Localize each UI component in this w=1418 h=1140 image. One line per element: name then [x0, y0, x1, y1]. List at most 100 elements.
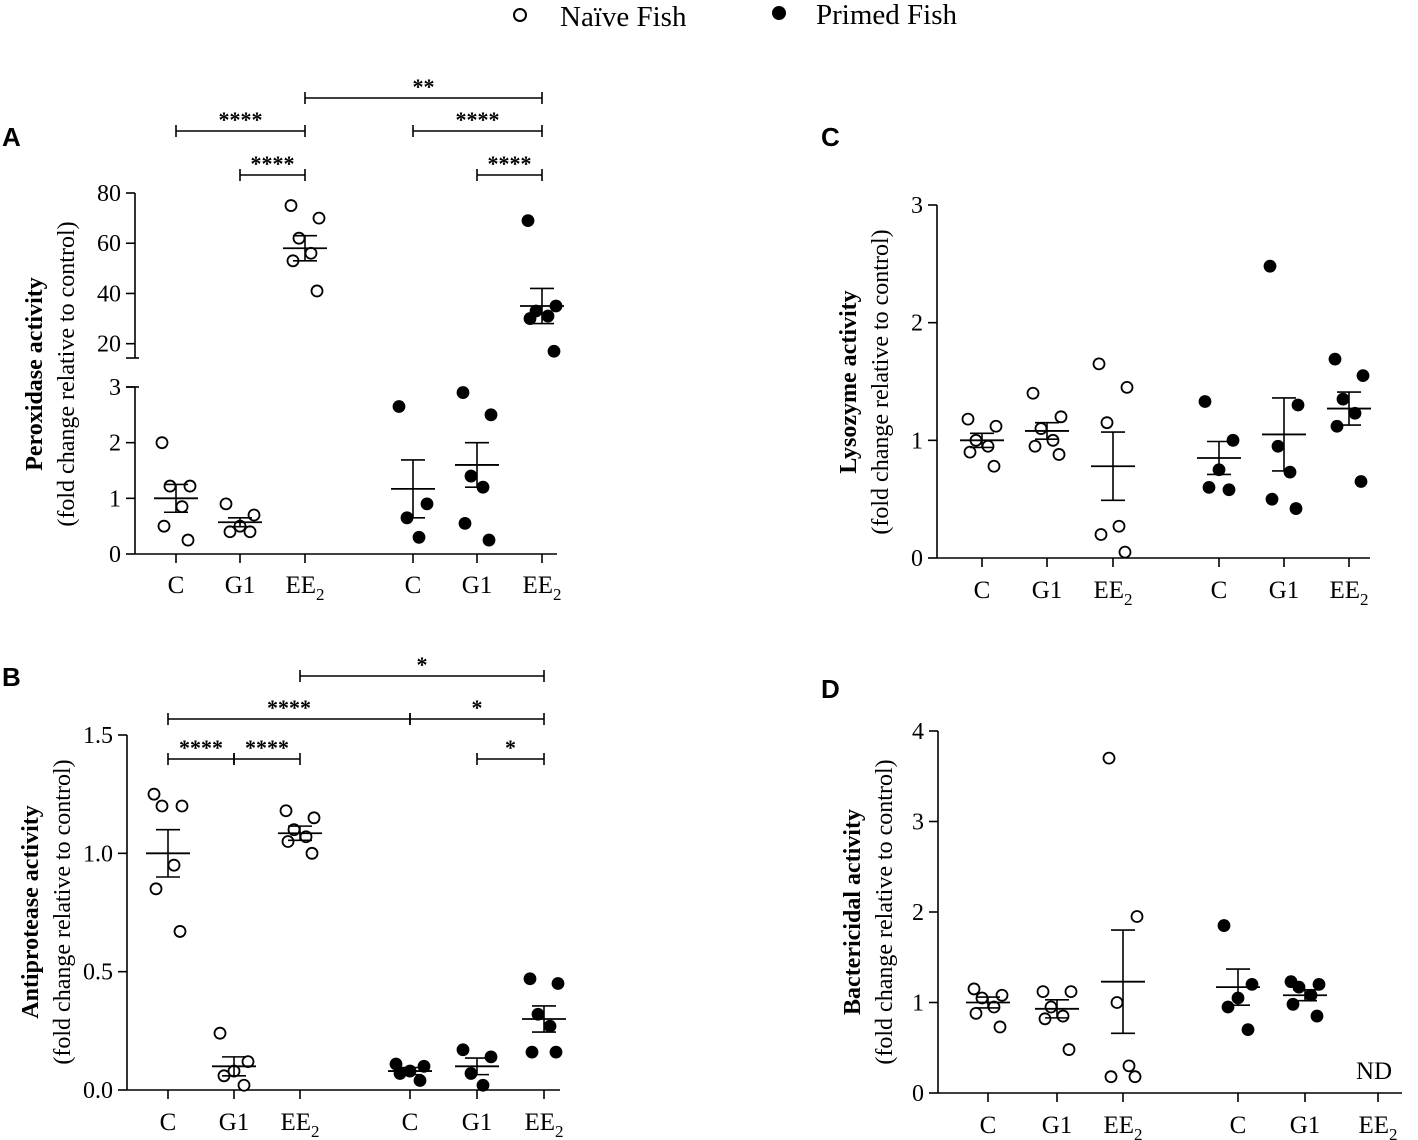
- data-point: [456, 386, 470, 399]
- data-point: [1054, 410, 1068, 424]
- x-tick-label: G1: [1042, 1112, 1073, 1139]
- data-point: [1310, 1009, 1324, 1023]
- data-point: [1052, 448, 1066, 461]
- y-axis-subtitle: (fold change relative to control): [50, 759, 76, 1064]
- data-point: [981, 439, 995, 453]
- y-axis-title: Peroxidase activity: [22, 277, 48, 471]
- data-point: [1056, 1009, 1070, 1023]
- data-point: [547, 344, 561, 358]
- data-point: [1291, 398, 1305, 412]
- subscript: 2: [316, 585, 325, 604]
- significance-label: **: [413, 74, 435, 99]
- data-point: [1044, 1000, 1058, 1014]
- data-point: [1118, 545, 1132, 559]
- subscript: 2: [553, 585, 562, 604]
- data-point: [1100, 416, 1114, 430]
- data-point: [1026, 386, 1040, 400]
- data-point: [484, 1050, 498, 1064]
- legend: Naïve Fish Primed Fish: [513, 0, 957, 33]
- data-point: [393, 1067, 407, 1080]
- y-tick-label: 2: [911, 311, 923, 337]
- panel-letter-b: B: [2, 662, 21, 692]
- x-tick-label: C: [160, 1109, 177, 1136]
- data-point: [173, 925, 187, 938]
- data-point: [155, 436, 169, 450]
- significance-label: ****: [267, 695, 311, 720]
- panel-letter-c: C: [821, 122, 840, 152]
- x-tick-label: EE2: [1103, 1112, 1142, 1140]
- y-tick-label: 3: [109, 375, 121, 401]
- data-point: [1336, 392, 1350, 406]
- data-point: [1222, 483, 1236, 497]
- y-tick-label: 1: [109, 486, 121, 512]
- significance-label: ****: [488, 151, 532, 176]
- data-point: [310, 284, 324, 298]
- subscript: 2: [555, 1122, 564, 1140]
- data-point: [961, 412, 975, 426]
- data-point: [312, 211, 326, 225]
- data-point: [175, 799, 189, 813]
- data-point: [1292, 980, 1306, 994]
- x-tick-label: C: [980, 1112, 997, 1139]
- data-point: [1354, 475, 1368, 488]
- data-point: [420, 497, 434, 511]
- legend-naive-label: Naïve Fish: [560, 1, 687, 33]
- x-tick-label: G1: [1269, 577, 1300, 604]
- data-point: [305, 846, 319, 860]
- data-point: [1241, 1023, 1255, 1037]
- data-point: [279, 804, 293, 818]
- data-point: [1283, 465, 1297, 479]
- data-point: [1330, 419, 1344, 433]
- data-point: [149, 882, 163, 896]
- x-tick-label: EE2: [522, 572, 561, 604]
- x-tick-label: EE2: [280, 1109, 319, 1140]
- data-point: [1221, 1000, 1235, 1014]
- data-point: [484, 408, 498, 422]
- data-point: [392, 400, 406, 413]
- data-point: [1202, 480, 1216, 494]
- data-point: [995, 988, 1009, 1002]
- data-point: [213, 1026, 227, 1040]
- x-tick-label: C: [402, 1109, 419, 1136]
- legend-primed-label: Primed Fish: [816, 0, 957, 31]
- data-point: [458, 516, 472, 530]
- data-point: [1038, 1012, 1052, 1026]
- y-tick-label: 0.5: [83, 960, 113, 986]
- y-axis-title: Bactericidal activity: [840, 809, 866, 1015]
- data-point: [1312, 978, 1326, 991]
- chart-panel-a: 0 1 2 3 20 40 60 80 C G1 EE2 C G1 EE2 Peroxidase activ…: [22, 74, 564, 604]
- data-point: [163, 479, 177, 493]
- y-axis-subtitle: (fold change relative to control): [54, 221, 80, 526]
- data-point: [284, 199, 298, 212]
- x-tick-label: G1: [1290, 1112, 1321, 1139]
- data-point: [413, 1074, 427, 1087]
- data-point: [521, 214, 535, 228]
- data-point: [967, 982, 981, 996]
- data-point: [1110, 996, 1124, 1009]
- data-point: [1120, 380, 1134, 394]
- panel-letter-a: A: [2, 122, 21, 152]
- data-point: [1265, 492, 1279, 506]
- data-point: [523, 972, 537, 986]
- significance-label: ****: [245, 735, 289, 760]
- y-tick-label: 1: [912, 991, 924, 1017]
- data-point: [464, 469, 478, 483]
- data-point: [1226, 433, 1240, 447]
- data-point: [523, 312, 537, 325]
- legend-naive-marker: [513, 8, 527, 22]
- data-point: [1128, 1070, 1142, 1084]
- x-tick-label: G1: [462, 572, 493, 599]
- y-axis-title: Lysozyme activity: [836, 290, 862, 473]
- data-point: [1217, 919, 1231, 932]
- data-point: [1356, 369, 1370, 383]
- data-point: [1102, 751, 1116, 765]
- y-axis-subtitle: (fold change relative to control): [872, 759, 898, 1064]
- data-point: [247, 508, 261, 522]
- data-point: [1289, 502, 1303, 515]
- chart-panel-d: 0 1 2 3 4 C G1 EE2 C G1 EE2 Bactericidal activity (f…: [840, 719, 1402, 1140]
- y-tick-label: 1.0: [83, 841, 113, 867]
- y-tick-label: 0.0: [83, 1078, 113, 1104]
- data-point: [223, 525, 237, 539]
- panel-letter-d: D: [821, 674, 840, 704]
